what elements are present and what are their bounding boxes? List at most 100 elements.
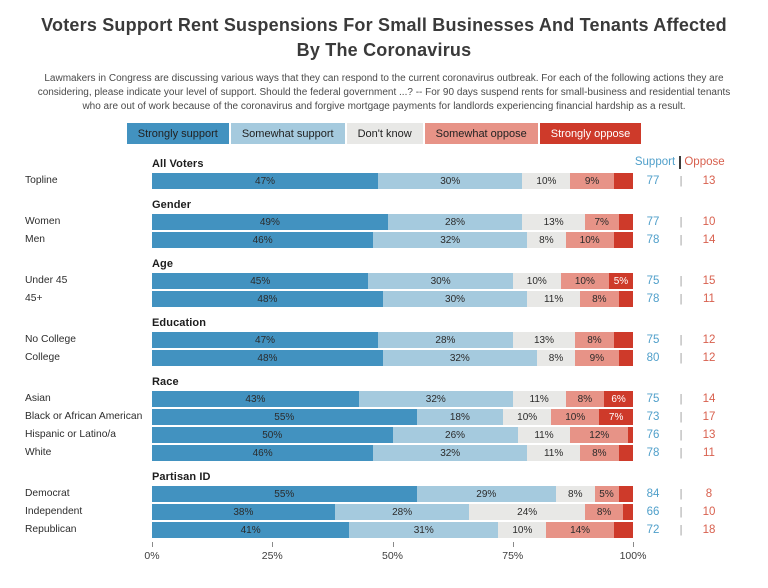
row-label: White	[25, 446, 52, 458]
oppose-value: 17	[702, 411, 716, 424]
bar-row-hispanic-or-latino-a: Hispanic or Latino/a 50% 26% 11% 12% 76 | 13	[25, 426, 755, 444]
oppose-value: 10	[702, 216, 716, 229]
section-header-age: Age	[152, 258, 174, 271]
row-label: Independent	[25, 505, 83, 517]
bar-segment-value: 10%	[579, 234, 600, 246]
bar-segment-somewhat-support: 32%	[382, 350, 537, 367]
bar-segment-value: 18%	[449, 411, 470, 423]
bar-segment-value: 5%	[613, 275, 629, 287]
header-divider	[679, 155, 681, 169]
row-divider: |	[679, 393, 683, 406]
bar-segment-somewhat-oppose: 10%	[560, 273, 609, 290]
row-label: Topline	[25, 174, 58, 186]
x-axis-tick	[152, 542, 153, 548]
bar-segment-value: 13%	[533, 334, 554, 346]
bar-segment-strongly-oppose: 7%	[599, 409, 633, 426]
bar-track: 38% 28% 24% 8%	[152, 504, 633, 521]
bar-segment-strongly-oppose	[613, 232, 633, 249]
bar-segment-value: 9%	[589, 352, 605, 364]
section-row: All Voters	[25, 156, 755, 170]
bar-track: 47% 30% 10% 9%	[152, 173, 633, 190]
bar-segment-value: 11%	[543, 447, 564, 459]
row-label: Asian	[25, 392, 51, 404]
section-row: Race	[25, 374, 755, 388]
bar-row-men: Men 46% 32% 8% 10% 78 | 14	[25, 231, 755, 249]
bar-segment-strongly-support: 41%	[152, 522, 350, 539]
bar-row-45: 45+ 48% 30% 11% 8% 78 | 11	[25, 290, 755, 308]
bar-row-independent: Independent 38% 28% 24% 8% 66 | 10	[25, 503, 755, 521]
bar-segment-value: 10%	[517, 411, 538, 423]
bar-segment-value: 13%	[543, 216, 564, 228]
bar-segment-dont-know: 24%	[469, 504, 585, 521]
row-label: 45+	[25, 292, 43, 304]
bar-segment-value: 46%	[252, 234, 273, 246]
section-header-race: Race	[152, 376, 179, 389]
bar-segment-dont-know: 10%	[498, 522, 547, 539]
x-axis-label: 0%	[144, 550, 160, 563]
row-divider: |	[679, 334, 683, 347]
support-column-header: Support	[634, 156, 676, 169]
section-header-education: Education	[152, 317, 207, 330]
bar-segment-dont-know: 13%	[522, 214, 585, 231]
oppose-value: 13	[702, 175, 716, 188]
row-label: No College	[25, 333, 76, 345]
bar-segment-value: 8%	[592, 293, 607, 305]
bar-segment-value: 12%	[589, 429, 610, 441]
bar-segment-strongly-oppose	[618, 350, 633, 367]
bar-segment-somewhat-oppose: 14%	[546, 522, 614, 539]
bar-segment-dont-know: 8%	[556, 486, 595, 503]
oppose-column-header: Oppose	[684, 156, 725, 169]
oppose-value: 11	[703, 447, 715, 460]
bar-segment-value: 8%	[587, 334, 602, 346]
bar-row-college: College 48% 32% 8% 9% 80 | 12	[25, 349, 755, 367]
oppose-value: 12	[702, 334, 716, 347]
bar-segment-dont-know: 13%	[512, 332, 576, 349]
bar-segment-somewhat-oppose: 9%	[570, 173, 614, 190]
bar-segment-strongly-support: 43%	[152, 391, 359, 408]
bar-segment-strongly-oppose	[618, 486, 633, 503]
legend-item-strongly-oppose: Strongly oppose	[539, 123, 642, 145]
bar-segment-somewhat-oppose: 8%	[575, 332, 614, 349]
oppose-value: 11	[703, 293, 715, 306]
bar-row-topline: Topline 47% 30% 10% 9% 77 | 13	[25, 172, 755, 190]
section-row: Partisan ID	[25, 469, 755, 483]
row-divider: |	[679, 216, 683, 229]
bar-track: 49% 28% 13% 7%	[152, 214, 633, 231]
bar-segment-somewhat-support: 30%	[378, 173, 523, 190]
bar-segment-value: 7%	[608, 411, 624, 423]
row-divider: |	[679, 293, 683, 306]
bar-track: 43% 32% 11% 8% 6%	[152, 391, 633, 408]
x-axis-label: 50%	[381, 550, 404, 563]
support-value: 73	[646, 411, 660, 424]
bar-segment-value: 48%	[257, 352, 278, 364]
x-axis-label: 25%	[261, 550, 283, 563]
bar-segment-value: 8%	[596, 506, 612, 518]
bar-segment-value: 28%	[445, 216, 466, 228]
x-axis-label: 75%	[502, 550, 524, 563]
bar-row-democrat: Democrat 55% 29% 8% 5% 84 | 8	[25, 485, 755, 503]
legend-item-somewhat-support: Somewhat support	[230, 123, 345, 145]
support-value: 77	[646, 175, 660, 188]
row-divider: |	[679, 411, 683, 424]
bar-segment-strongly-oppose	[618, 291, 633, 308]
bar-segment-value: 26%	[445, 429, 466, 441]
bar-segment-value: 55%	[274, 488, 295, 500]
bar-segment-dont-know: 11%	[527, 445, 581, 462]
section-row: Gender	[25, 197, 755, 211]
bar-segment-strongly-support: 49%	[152, 214, 388, 231]
bar-segment-dont-know: 11%	[517, 427, 571, 444]
support-oppose-header: Support Oppose	[631, 155, 729, 169]
bar-segment-strongly-oppose	[618, 214, 633, 231]
row-label: Women	[25, 215, 61, 227]
bar-segment-value: 9%	[584, 175, 600, 187]
chart: Support Oppose All Voters Topline 47% 30% 10…	[25, 155, 755, 566]
row-divider: |	[679, 175, 683, 188]
bar-segment-strongly-oppose: 6%	[604, 391, 633, 408]
row-label: Men	[25, 233, 46, 245]
bar-track: 46% 32% 8% 10%	[152, 232, 633, 249]
support-value: 78	[646, 447, 660, 460]
support-value: 77	[646, 216, 660, 229]
bar-segment-value: 32%	[425, 393, 446, 405]
row-divider: |	[679, 524, 683, 537]
bar-track: 41% 31% 10% 14%	[152, 522, 633, 539]
